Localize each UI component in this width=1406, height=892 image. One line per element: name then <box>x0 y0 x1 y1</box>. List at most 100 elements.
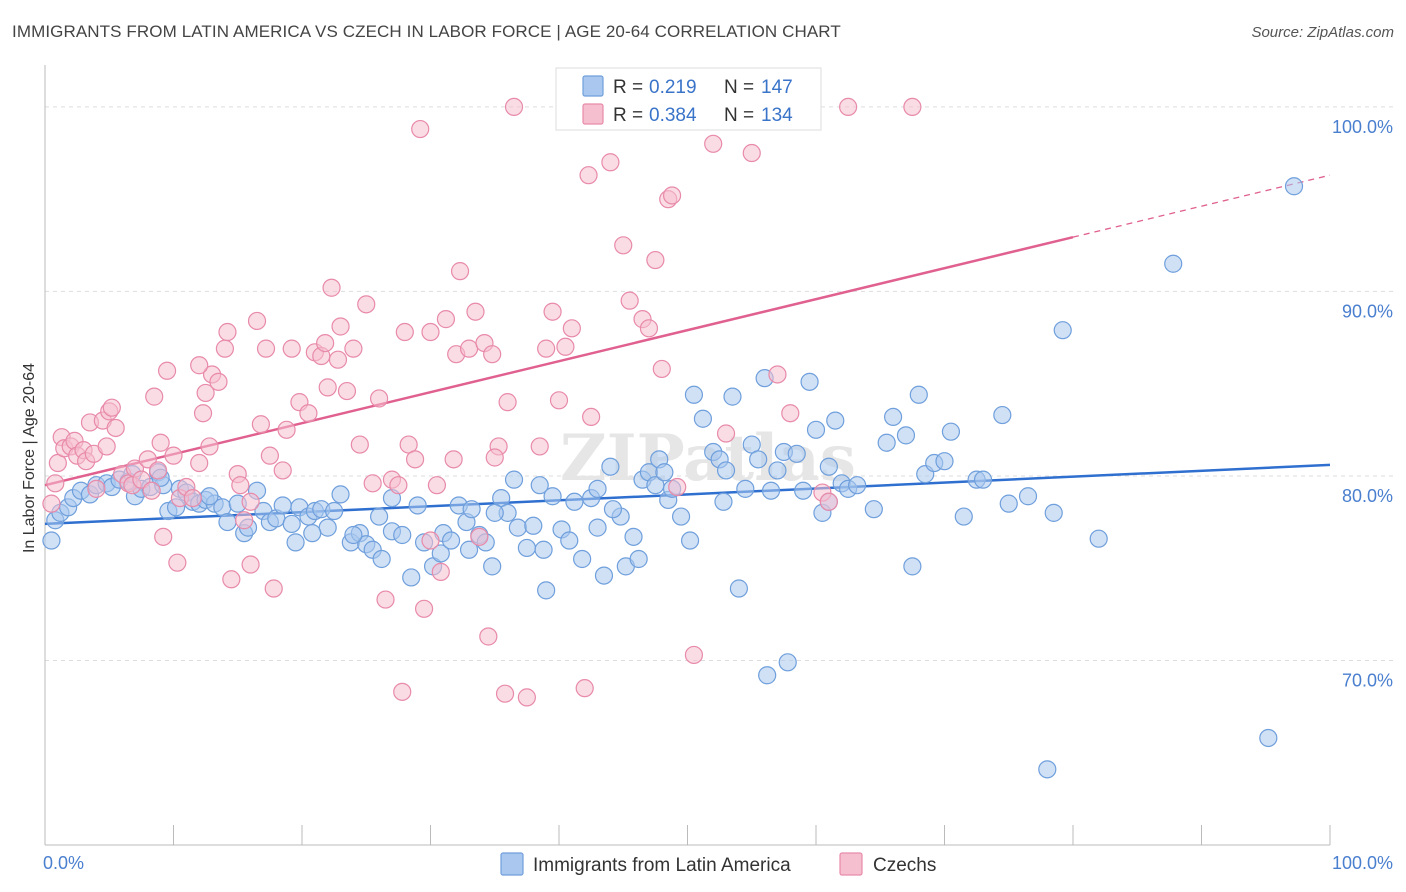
point-czechs <box>646 250 665 270</box>
legend-swatch-blue <box>582 75 604 97</box>
point-latin-america <box>903 557 922 576</box>
point-czechs <box>639 319 659 338</box>
point-czechs <box>337 381 357 401</box>
point-czechs <box>427 476 447 495</box>
legend-n-value: 147 <box>761 77 793 98</box>
point-latin-america <box>864 500 883 519</box>
point-czechs <box>582 407 601 427</box>
point-czechs <box>620 291 639 310</box>
point-latin-america <box>819 457 838 476</box>
point-latin-america <box>1089 529 1108 548</box>
point-latin-america <box>1044 503 1063 522</box>
point-czechs <box>459 339 479 358</box>
point-latin-america <box>723 387 742 406</box>
point-czechs <box>256 339 276 358</box>
point-czechs <box>470 527 489 546</box>
point-czechs <box>42 494 61 513</box>
point-czechs <box>247 311 267 331</box>
point-latin-america <box>331 485 350 504</box>
point-latin-america <box>508 518 527 537</box>
point-latin-america <box>325 501 344 521</box>
point-czechs <box>322 278 341 297</box>
point-latin-america <box>883 407 903 427</box>
point-latin-america <box>462 500 481 519</box>
point-czechs <box>575 679 594 698</box>
point-czechs <box>241 492 260 511</box>
point-latin-america <box>344 525 363 545</box>
point-czechs <box>148 461 168 480</box>
point-czechs <box>485 448 504 467</box>
point-latin-america <box>714 492 733 511</box>
point-czechs <box>87 479 106 498</box>
point-latin-america <box>761 481 781 500</box>
point-latin-america <box>909 385 928 404</box>
point-czechs <box>504 97 524 117</box>
point-latin-america <box>848 476 867 495</box>
legend-r-label: R = <box>613 77 643 98</box>
point-czechs <box>46 474 65 493</box>
point-czechs <box>193 404 213 423</box>
point-latin-america <box>787 444 806 463</box>
point-latin-america <box>749 450 768 469</box>
point-latin-america <box>286 533 305 552</box>
point-czechs <box>742 143 761 163</box>
point-latin-america <box>565 492 584 511</box>
point-czechs <box>781 404 800 423</box>
point-czechs <box>183 488 202 508</box>
point-latin-america <box>1018 487 1038 506</box>
legend-r-label: R = <box>613 105 643 126</box>
legend: R = 0.219 N = 147 R = 0.384 N = 134 <box>555 67 822 131</box>
point-latin-america <box>655 463 674 482</box>
point-latin-america <box>671 507 691 526</box>
point-latin-america <box>1164 254 1183 273</box>
point-czechs <box>264 579 283 598</box>
point-latin-america <box>200 487 219 506</box>
y-tick-label: 70.0% <box>1342 670 1393 690</box>
legend-n-label: N = <box>724 77 754 98</box>
point-czechs <box>704 134 723 153</box>
point-latin-america <box>800 372 819 391</box>
bottom-legend: Immigrants from Latin America Czechs <box>500 852 936 876</box>
point-czechs <box>251 415 270 434</box>
point-czechs <box>495 684 515 703</box>
point-latin-america <box>408 496 427 515</box>
point-latin-america <box>624 527 643 546</box>
point-latin-america <box>318 518 337 537</box>
point-latin-america <box>1038 760 1057 779</box>
point-czechs <box>190 453 209 473</box>
point-latin-america <box>485 503 504 522</box>
bottom-legend-swatch-blue <box>500 852 524 876</box>
point-czechs <box>200 437 219 456</box>
point-czechs <box>241 555 260 574</box>
point-latin-america <box>758 666 777 685</box>
legend-n-value: 134 <box>761 105 793 126</box>
point-czechs <box>537 339 556 358</box>
y-tick-label: 100.0% <box>1332 117 1393 137</box>
data-points <box>42 97 1304 779</box>
point-latin-america <box>973 470 993 489</box>
point-czechs <box>168 553 187 572</box>
point-czechs <box>222 570 241 589</box>
point-czechs <box>601 153 620 172</box>
point-czechs <box>389 476 408 495</box>
point-latin-america <box>768 461 787 480</box>
point-latin-america <box>601 457 620 476</box>
point-latin-america <box>594 566 614 585</box>
bottom-legend-label: Immigrants from Latin America <box>533 855 791 876</box>
point-czechs <box>614 236 633 255</box>
point-czechs <box>331 317 350 336</box>
legend-r-value: 0.219 <box>649 77 697 98</box>
point-czechs <box>903 97 922 117</box>
point-latin-america <box>806 420 826 439</box>
point-czechs <box>157 361 177 380</box>
point-latin-america <box>402 568 421 587</box>
point-latin-america <box>729 579 749 598</box>
point-latin-america <box>573 549 592 569</box>
point-latin-america <box>483 557 502 576</box>
point-latin-america <box>517 538 536 558</box>
point-latin-america <box>441 531 461 550</box>
y-tick-labels: 70.0% 80.0% 90.0% 100.0% <box>1332 117 1393 691</box>
point-czechs <box>273 461 292 480</box>
point-czechs <box>479 627 498 646</box>
point-latin-america <box>543 487 562 506</box>
